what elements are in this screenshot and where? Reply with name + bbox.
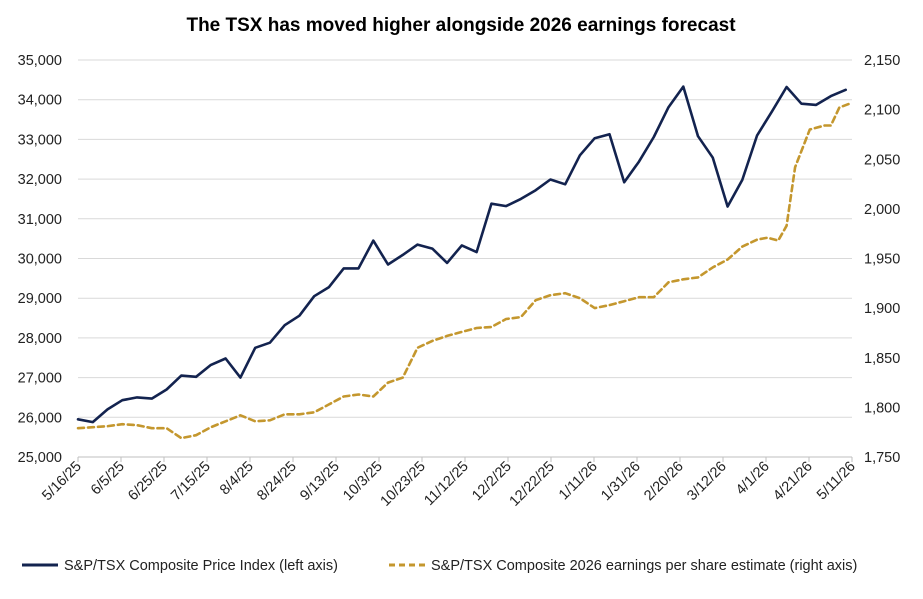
x-tick-label: 3/12/26 [684, 459, 730, 505]
series-line-eps [76, 101, 854, 440]
y-right-axis: 1,750 1,800 1,850 1,900 1,950 2,000 2,050 2,100… [864, 53, 900, 466]
x-tick-label: 6/25/25 [125, 459, 171, 505]
x-tick-label: 1/11/26 [556, 459, 601, 504]
legend-label-price: S&P/TSX Composite Price Index (left axis… [64, 558, 338, 574]
x-tick-label: 7/15/25 [168, 459, 214, 505]
legend: S&P/TSX Composite Price Index (left axis… [22, 558, 857, 574]
series-line-price [76, 85, 847, 424]
y-right-tick-label: 1,900 [864, 301, 900, 317]
y-left-tick-label: 25,000 [18, 450, 62, 466]
y-right-tick-label: 1,850 [864, 351, 900, 367]
x-tick-label: 4/21/26 [770, 459, 816, 505]
x-tick-label: 5/11/26 [814, 459, 859, 504]
y-left-tick-label: 29,000 [18, 291, 62, 307]
x-tick-label: 2/20/26 [641, 459, 687, 505]
y-left-tick-label: 31,000 [18, 212, 62, 228]
y-right-tick-label: 1,950 [864, 252, 900, 268]
x-tick-label: 12/22/25 [507, 459, 558, 510]
x-tick-label: 10/23/25 [378, 459, 429, 510]
y-left-tick-label: 33,000 [18, 132, 62, 148]
y-left-tick-label: 28,000 [18, 331, 62, 347]
x-tick-label: 1/31/26 [598, 459, 644, 505]
x-tick-label: 8/4/25 [217, 459, 257, 499]
y-left-tick-label: 27,000 [18, 371, 62, 387]
x-tick-label: 8/24/25 [254, 459, 300, 505]
y-right-tick-label: 2,150 [864, 53, 900, 69]
y-left-tick-label: 35,000 [18, 53, 62, 69]
y-left-tick-label: 34,000 [18, 93, 62, 109]
y-left-tick-label: 32,000 [18, 172, 62, 188]
x-tick-label: 6/5/25 [88, 459, 128, 499]
series-group [76, 85, 854, 440]
y-left-axis: 25,000 26,000 27,000 28,000 29,000 30,000 31,0… [18, 53, 62, 466]
chart-title: The TSX has moved higher alongside 2026 … [186, 15, 736, 36]
x-tick-label: 4/1/26 [733, 459, 773, 499]
y-right-tick-label: 2,000 [864, 202, 900, 218]
y-right-tick-label: 1,750 [864, 450, 900, 466]
gridlines [78, 59, 852, 418]
legend-label-eps: S&P/TSX Composite 2026 earnings per shar… [431, 558, 857, 574]
x-tick-label: 11/12/25 [421, 459, 471, 509]
y-right-tick-label: 1,800 [864, 400, 900, 416]
y-right-tick-label: 2,100 [864, 103, 900, 119]
y-left-tick-label: 26,000 [18, 410, 62, 426]
y-right-tick-label: 2,050 [864, 152, 900, 168]
x-tick-label: 9/13/25 [297, 459, 343, 505]
y-left-tick-label: 30,000 [18, 252, 62, 268]
x-axis: 5/16/25 6/5/256/25/257/15/25 8/4/258/24/25… [39, 457, 859, 510]
